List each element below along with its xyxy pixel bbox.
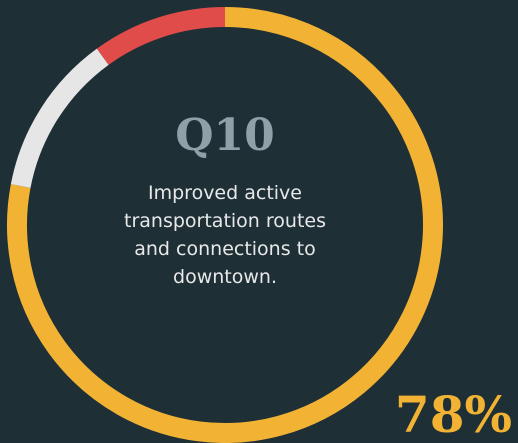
donut-segment — [7, 7, 443, 443]
donut-segment — [10, 48, 109, 189]
subtitle-line: transportation routes — [124, 210, 326, 232]
subtitle-line: Improved active — [148, 182, 302, 204]
subtitle-line: downtown. — [173, 266, 277, 288]
donut-segment — [96, 7, 226, 65]
chart-title: Q10 — [175, 110, 275, 161]
subtitle-line: and connections to — [134, 238, 315, 260]
value-label: 78% — [395, 385, 512, 443]
